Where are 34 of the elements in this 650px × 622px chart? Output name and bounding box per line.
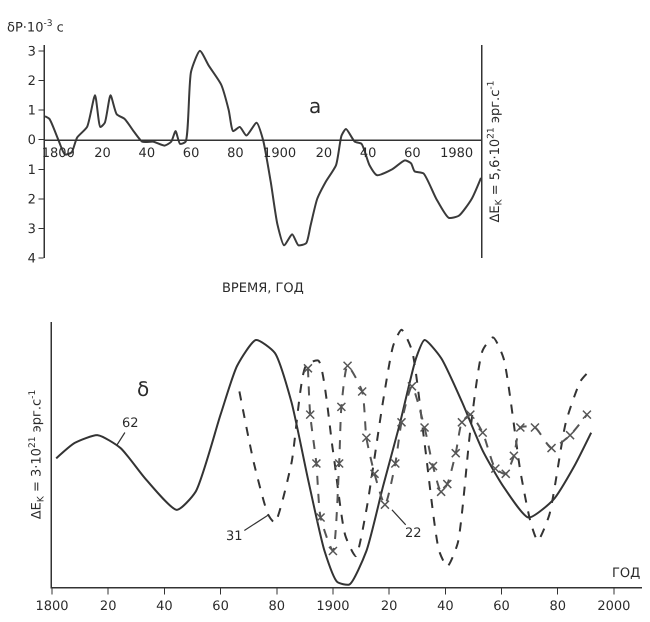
y-tick-label: 3 <box>28 44 36 60</box>
annotation: 31 <box>226 529 243 544</box>
x-tick-label: 20 <box>316 146 332 161</box>
x-tick-label: 60 <box>212 599 229 614</box>
x-tick-label: 20 <box>380 599 398 614</box>
x-tick-label: 40 <box>156 599 173 614</box>
x-tick-label: 20 <box>100 599 116 614</box>
x-tick-label: 60 <box>404 146 421 161</box>
annotation: 22 <box>405 526 422 541</box>
y-tick-label: 2 <box>28 192 36 208</box>
y-axis-title: δP·10$^{-3}$ c <box>7 19 64 36</box>
x-tick-label: 40 <box>437 599 454 614</box>
x-tick-label: 2000 <box>597 599 630 614</box>
x-axis-title: ГОД <box>612 566 640 581</box>
x-tick-label: 20 <box>94 146 111 161</box>
x-tick-label: 1900 <box>316 599 350 614</box>
x-tick-label: 1980 <box>440 146 474 161</box>
annotation: δ <box>137 377 150 401</box>
annotation: a <box>309 94 322 118</box>
annotation: 62 <box>122 416 139 431</box>
y-tick-label: 2 <box>28 74 36 90</box>
y-tick-label: 0 <box>28 133 36 148</box>
y-tick-label: 1 <box>28 104 36 119</box>
y-tick-label: 4 <box>28 252 36 267</box>
x-tick-label: 80 <box>227 146 244 161</box>
x-tick-label: 40 <box>138 146 156 161</box>
x-tick-label: 80 <box>549 599 566 614</box>
y-tick-label: 3 <box>28 222 36 237</box>
y-tick-label: 1 <box>28 162 36 178</box>
x-axis-title: ВРЕМЯ, ГОД <box>222 281 304 296</box>
x-tick-label: 60 <box>493 599 510 614</box>
x-tick-label: 60 <box>182 146 200 161</box>
x-tick-label: 1800 <box>35 599 69 614</box>
x-tick-label: 80 <box>268 599 286 614</box>
